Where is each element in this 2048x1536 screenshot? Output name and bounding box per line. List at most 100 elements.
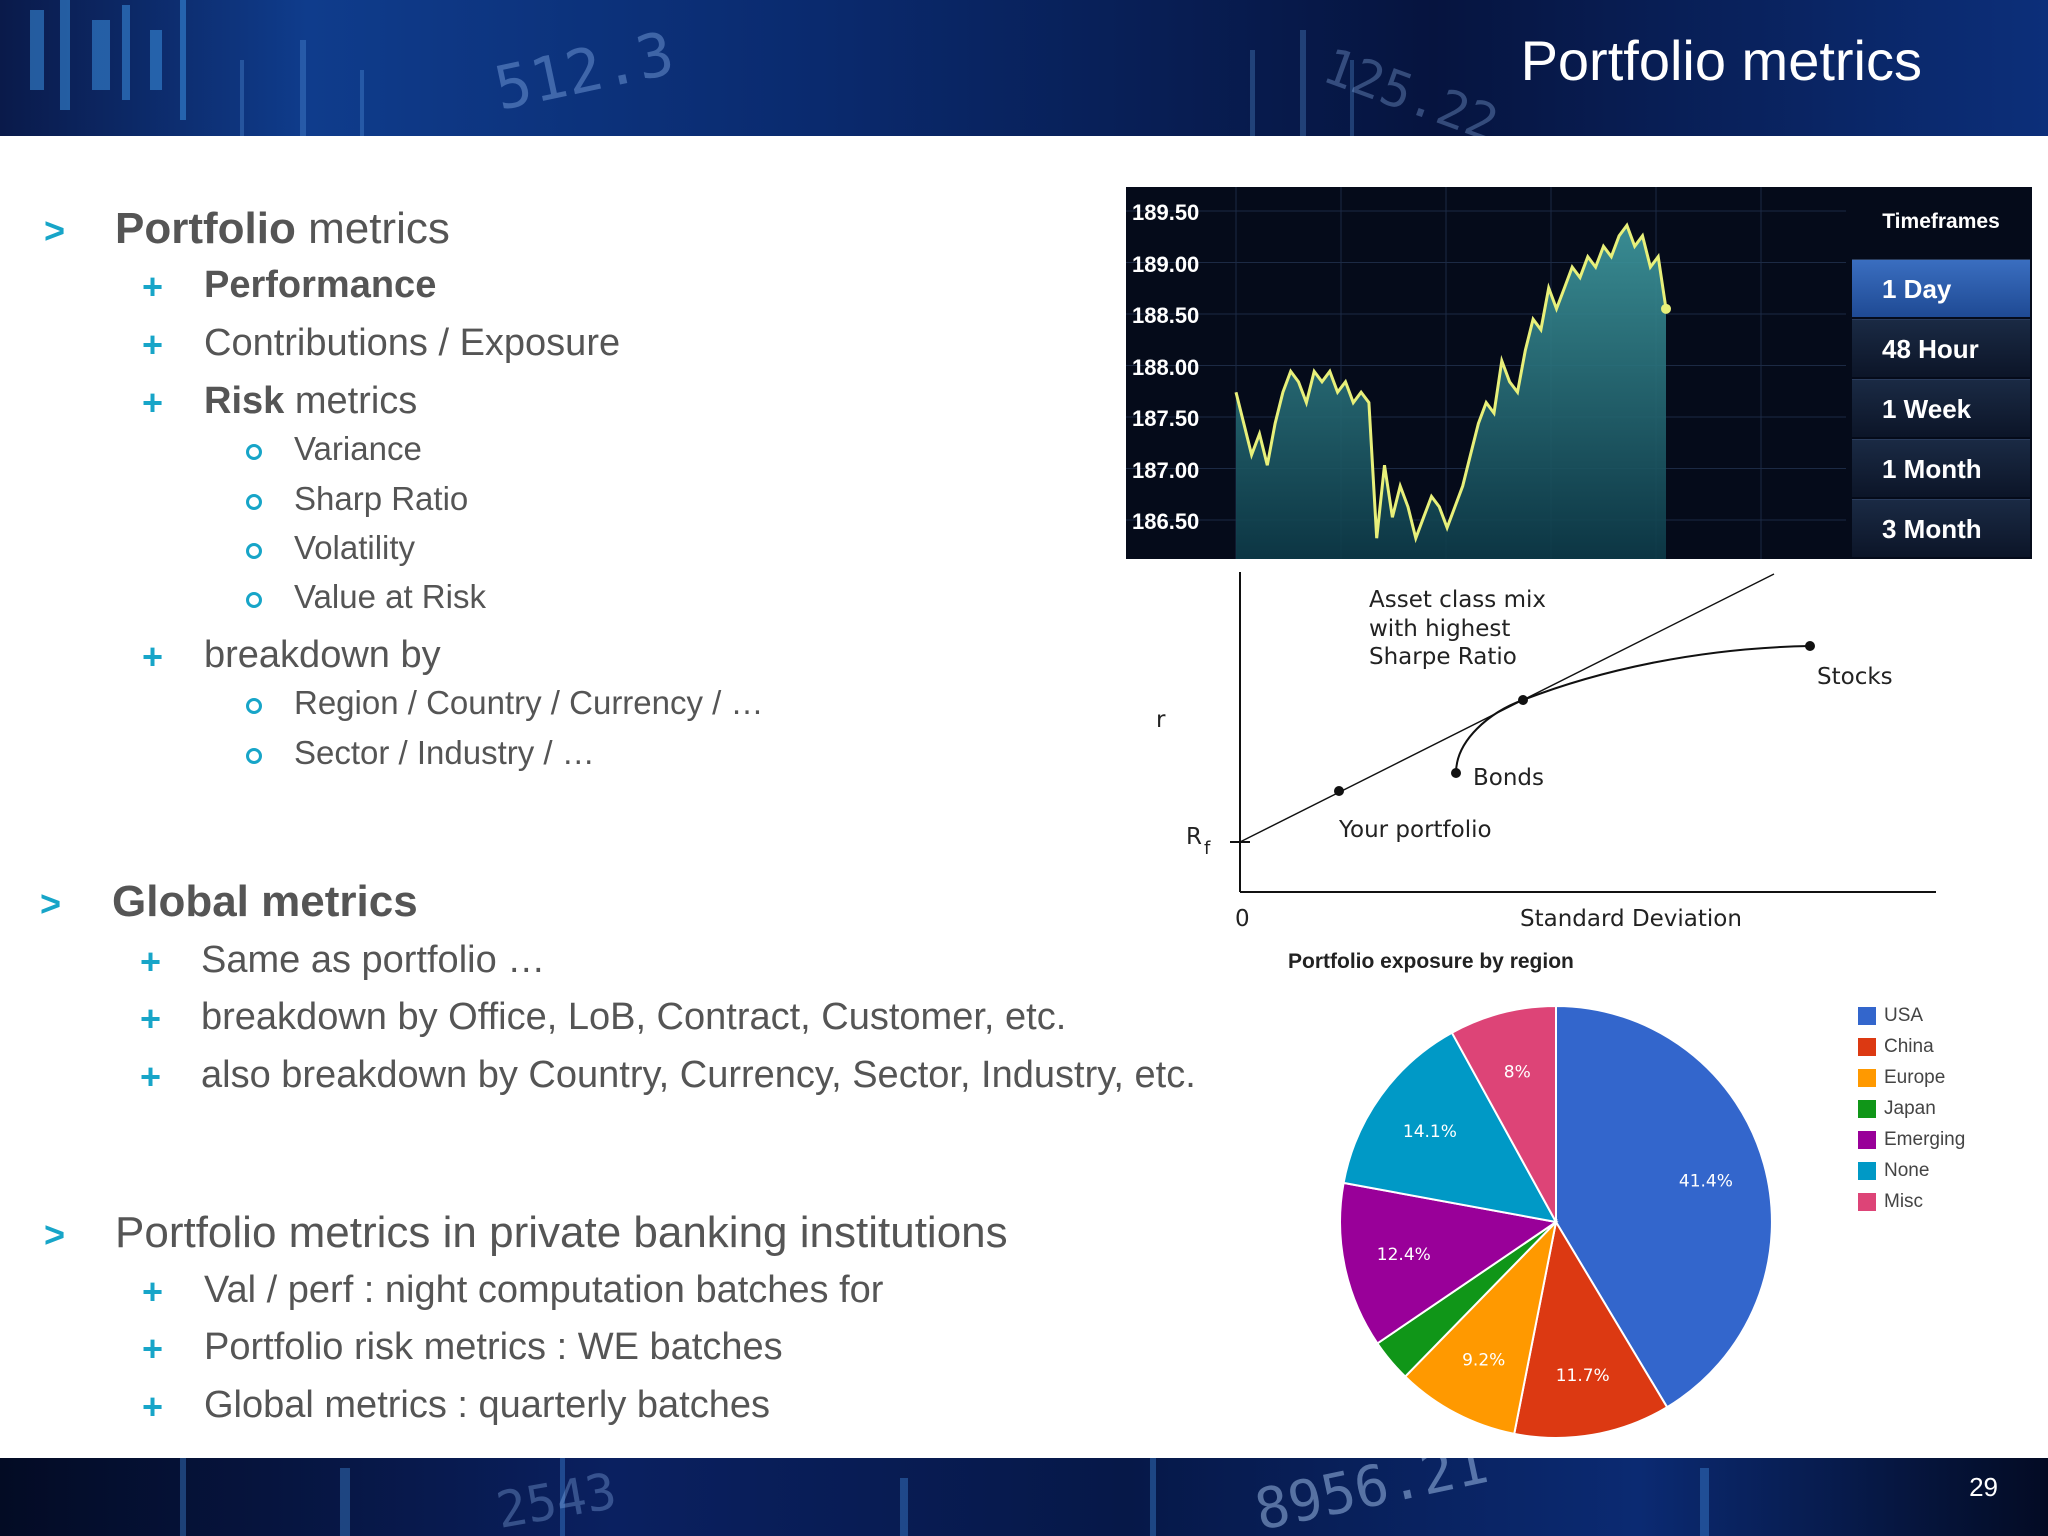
pie-slice-misc bbox=[1450, 1004, 1557, 1223]
stock-last-point bbox=[1661, 303, 1671, 314]
legend-swatch bbox=[1858, 1037, 1876, 1056]
timeframe-1-month[interactable]: 1 Month bbox=[1852, 439, 2030, 497]
stock-line-chart bbox=[1126, 187, 1846, 572]
y-tick-label: 189.50 bbox=[1132, 200, 1200, 225]
subitem-bullet bbox=[246, 444, 262, 460]
legend-item: China bbox=[1858, 1031, 1965, 1062]
svg-text:2543: 2543 bbox=[492, 1462, 621, 1536]
x-origin-label: 0 bbox=[1235, 906, 1250, 932]
sub-list-item: Sharp Ratio bbox=[294, 480, 469, 517]
list-item: Global metrics : quarterly batches bbox=[204, 1384, 770, 1427]
svg-text:8956.21: 8956.21 bbox=[1249, 1458, 1493, 1536]
pie-slice-label: 11.7% bbox=[1556, 1366, 1610, 1386]
pie-slice-label: 8% bbox=[1504, 1062, 1531, 1082]
svg-text:512.3: 512.3 bbox=[489, 19, 680, 125]
x-axis-label: Standard Deviation bbox=[1520, 906, 1742, 932]
legend-label: USA bbox=[1884, 1004, 1924, 1026]
y-tick-label: 187.50 bbox=[1132, 406, 1200, 431]
subitem-bullet bbox=[246, 494, 262, 510]
legend-label: Misc bbox=[1884, 1190, 1924, 1212]
diagram-point bbox=[1805, 641, 1815, 651]
legend-item: Europe bbox=[1858, 1062, 1965, 1093]
efficient-frontier bbox=[1455, 645, 1811, 774]
timeframe-48-hour[interactable]: 48 Hour bbox=[1852, 319, 2030, 377]
item-text: breakdown by bbox=[204, 634, 441, 676]
list-item: breakdown by bbox=[204, 634, 441, 677]
legend-swatch bbox=[1858, 1099, 1876, 1118]
diagram-point bbox=[1518, 695, 1528, 705]
legend-label: Europe bbox=[1884, 1066, 1946, 1088]
subitem-bullet bbox=[246, 748, 262, 764]
list-item: Performance bbox=[204, 264, 436, 307]
list-item: Portfolio risk metrics : WE batches bbox=[204, 1326, 783, 1369]
item-bullet: + bbox=[140, 941, 162, 982]
list-item: Val / perf : night computation batches f… bbox=[204, 1269, 883, 1312]
item-text: also breakdown by Country, Currency, Sec… bbox=[201, 1054, 1196, 1096]
section-bullet: > bbox=[44, 210, 66, 251]
label-bonds: Bonds bbox=[1473, 765, 1544, 791]
sub-list-item: Region / Country / Currency / … bbox=[294, 684, 764, 721]
diagram-point bbox=[1451, 768, 1461, 778]
header-banner: 512.3 125.22 Portfolio metrics bbox=[0, 0, 2048, 136]
timeframe-1-day[interactable]: 1 Day bbox=[1852, 259, 2030, 317]
item-bold-text: Performance bbox=[204, 264, 437, 306]
pie-slice-usa bbox=[1555, 1004, 1773, 1409]
section-heading: Portfolio metrics in private banking ins… bbox=[115, 1208, 1008, 1258]
item-bullet: + bbox=[142, 266, 164, 307]
diagram-point bbox=[1334, 786, 1344, 796]
sub-list-item: Variance bbox=[294, 430, 422, 467]
item-bullet: + bbox=[142, 636, 164, 677]
y-tick-label: 187.00 bbox=[1132, 457, 1200, 483]
sub-list-item: Volatility bbox=[294, 529, 416, 566]
legend-label: China bbox=[1884, 1035, 1934, 1057]
heading-text: Portfolio metrics in private banking ins… bbox=[115, 1208, 1008, 1257]
section-bullet: > bbox=[44, 1214, 66, 1255]
item-text: Val / perf : night computation batches f… bbox=[204, 1269, 884, 1311]
item-text: Same as portfolio … bbox=[201, 939, 546, 981]
timeframe-3-month[interactable]: 3 Month bbox=[1852, 499, 2030, 557]
label-your-portfolio: Your portfolio bbox=[1338, 817, 1492, 843]
pie-chart-title: Portfolio exposure by region bbox=[1288, 950, 1574, 973]
page-number: 29 bbox=[1969, 1472, 1998, 1502]
list-item: breakdown by Office, LoB, Contract, Cust… bbox=[201, 996, 1066, 1039]
sub-list-item: Value at Risk bbox=[294, 578, 486, 615]
legend-item: USA bbox=[1858, 1000, 1965, 1031]
item-bullet: + bbox=[142, 382, 164, 423]
banner-decoration: 512.3 125.22 bbox=[30, 0, 1505, 136]
section-heading: Global metrics bbox=[112, 877, 418, 927]
section-heading: Portfolio metrics bbox=[115, 204, 450, 254]
region-exposure-pie-chart: 41.4% 11.7% 9.2% 12.4% 14.1% 8% bbox=[1339, 1004, 1773, 1439]
stock-price-line bbox=[1234, 222, 1668, 544]
legend-item: Misc bbox=[1858, 1186, 1965, 1217]
legend-swatch bbox=[1858, 1161, 1876, 1180]
legend-swatch bbox=[1858, 1130, 1876, 1149]
legend-swatch bbox=[1858, 1006, 1876, 1025]
annotation-asset-class-mix: Asset class mix bbox=[1369, 587, 1546, 613]
subitem-bullet bbox=[246, 592, 262, 608]
pie-slice-emerging bbox=[1339, 1181, 1559, 1345]
rf-subscript: f bbox=[1204, 838, 1211, 859]
list-item: also breakdown by Country, Currency, Sec… bbox=[201, 1054, 1196, 1097]
item-bullet: + bbox=[142, 324, 164, 365]
timeframe-1-week[interactable]: 1 Week bbox=[1852, 379, 2030, 437]
footer-banner: 2543 8956.21 bbox=[0, 1458, 2048, 1536]
item-bullet: + bbox=[142, 1386, 164, 1427]
subitem-bullet bbox=[246, 543, 262, 559]
list-item: Risk metrics bbox=[204, 380, 417, 423]
legend-item: Japan bbox=[1858, 1093, 1965, 1124]
item-text: Global metrics : quarterly batches bbox=[204, 1384, 771, 1426]
legend-swatch bbox=[1858, 1192, 1876, 1211]
heading-text: metrics bbox=[295, 204, 450, 253]
legend-item: None bbox=[1858, 1155, 1965, 1186]
pie-slice-none bbox=[1342, 1031, 1558, 1224]
legend-label: None bbox=[1884, 1159, 1930, 1181]
sub-list-item: Sector / Industry / … bbox=[294, 734, 595, 771]
subitem-bullet bbox=[246, 698, 262, 714]
heading-bold-text: Global metrics bbox=[112, 877, 418, 926]
pie-slice-europe bbox=[1403, 1218, 1558, 1436]
annotation-sharpe-ratio: Sharpe Ratio bbox=[1369, 644, 1517, 670]
list-item: Same as portfolio … bbox=[201, 939, 545, 982]
heading-bold-text: Portfolio bbox=[115, 204, 296, 253]
rf-label: R bbox=[1186, 824, 1202, 850]
